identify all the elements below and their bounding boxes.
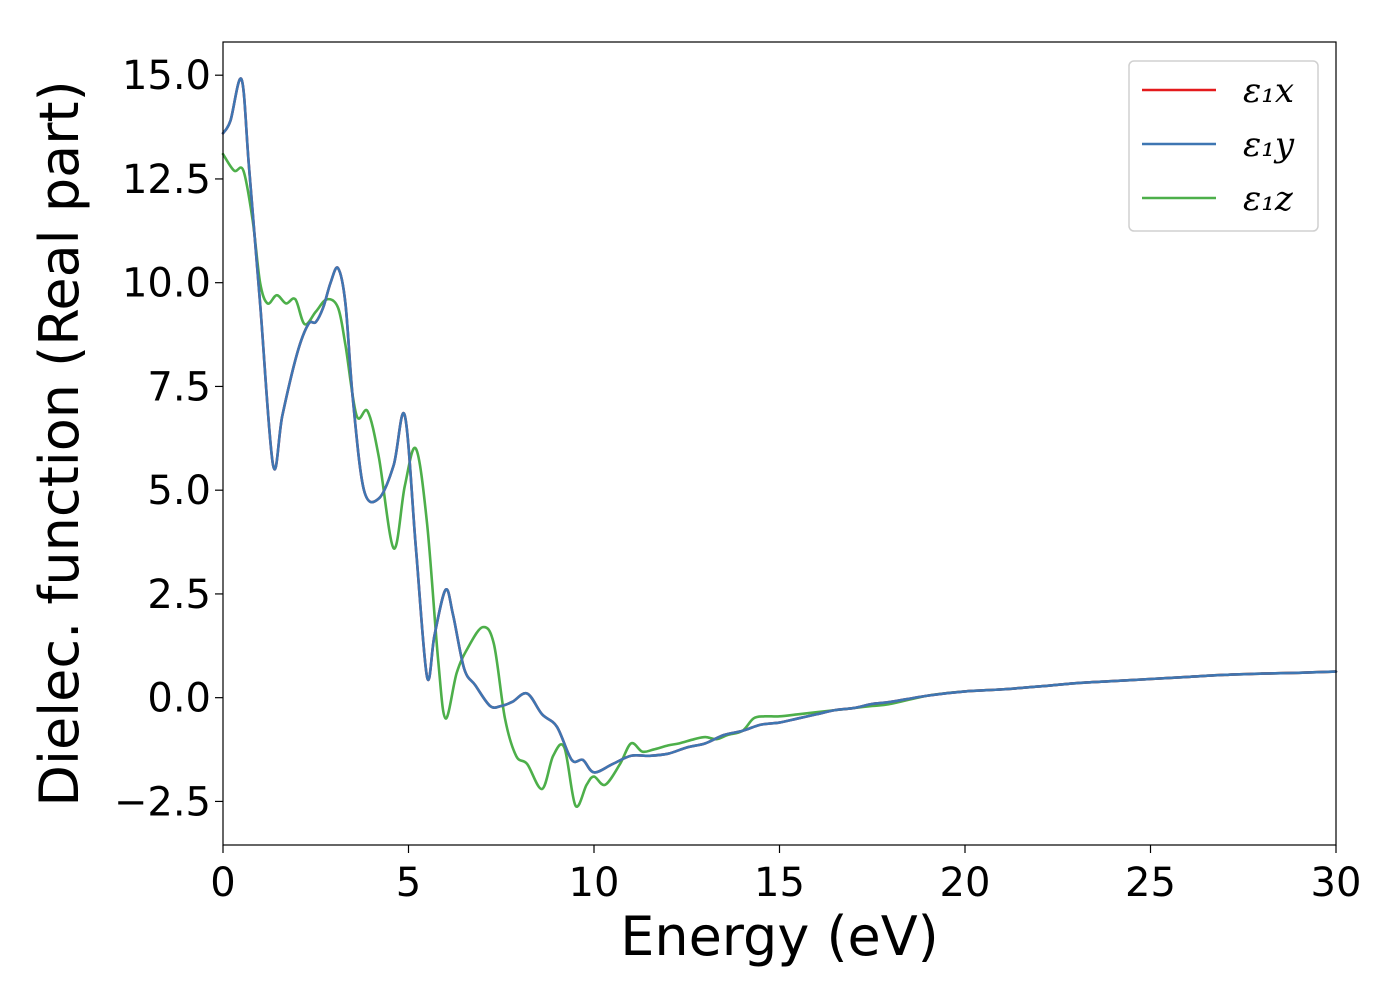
y-tick-label: 0.0 xyxy=(147,676,211,722)
y-tick-label: 10.0 xyxy=(122,261,211,307)
x-tick-label: 10 xyxy=(569,860,620,906)
x-tick-label: 15 xyxy=(754,860,805,906)
x-tick-label: 30 xyxy=(1311,860,1362,906)
y-tick-label: 2.5 xyxy=(147,572,211,618)
x-tick-label: 25 xyxy=(1125,860,1176,906)
x-tick-label: 20 xyxy=(940,860,991,906)
legend-label: ε₁z xyxy=(1243,179,1294,219)
x-axis-ticks: 0 5 10 15 20 25 30 xyxy=(210,845,1361,906)
y-tick-label: 15.0 xyxy=(122,53,211,99)
y-axis-ticks: −2.5 0.0 2.5 5.0 7.5 10.0 12.5 15.0 xyxy=(114,53,223,825)
x-tick-label: 5 xyxy=(396,860,421,906)
x-axis-title: Energy (eV) xyxy=(620,905,939,968)
y-tick-label: −2.5 xyxy=(114,779,211,825)
legend-box xyxy=(1128,60,1319,232)
y-tick-label: 12.5 xyxy=(122,157,211,203)
legend: ε₁x ε₁y ε₁z xyxy=(1128,60,1319,232)
y-tick-label: 7.5 xyxy=(147,364,211,410)
series-layer xyxy=(221,77,1338,808)
y-tick-label: 5.0 xyxy=(147,468,211,514)
y-axis-title: Dielec. function (Real part) xyxy=(28,80,91,806)
legend-label: ε₁x xyxy=(1243,71,1294,111)
x-tick-label: 0 xyxy=(210,860,235,906)
series-line-y xyxy=(221,77,1338,774)
legend-label: ε₁y xyxy=(1243,125,1295,165)
